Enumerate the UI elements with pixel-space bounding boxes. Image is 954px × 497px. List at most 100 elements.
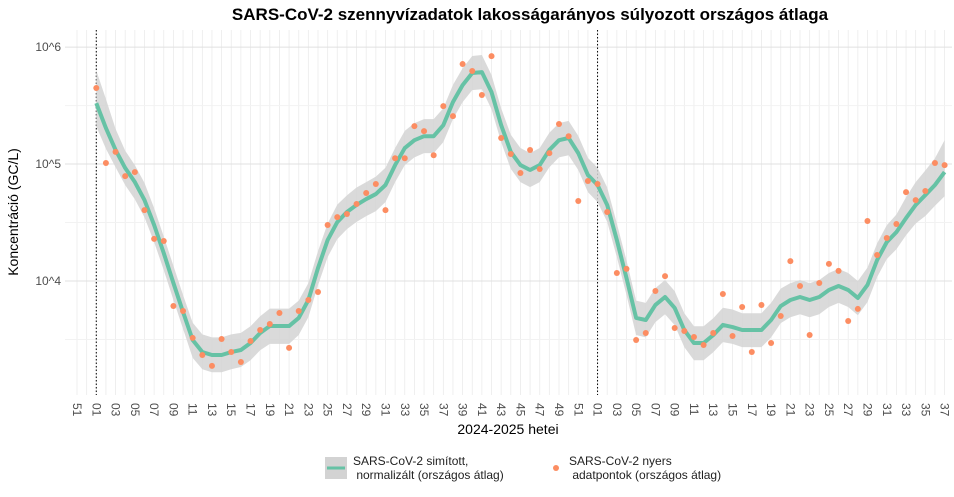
x-axis-title: 2024-2025 hetei [457, 421, 558, 437]
data-point [787, 258, 794, 265]
x-tick-label: 41 [475, 403, 489, 417]
data-point [498, 134, 505, 141]
data-point [527, 146, 534, 153]
x-tick-label: 31 [378, 403, 392, 417]
data-point [430, 152, 437, 159]
data-point [729, 332, 736, 339]
data-point [247, 337, 254, 344]
data-point [768, 340, 775, 347]
data-point [507, 150, 514, 157]
x-tick-label: 15 [224, 403, 238, 417]
data-point [797, 283, 803, 290]
x-tick-label: 37 [436, 403, 450, 417]
x-tick-label: 29 [359, 403, 373, 417]
data-point [440, 103, 447, 110]
data-point [218, 336, 225, 343]
data-point [315, 289, 321, 296]
data-point [189, 334, 196, 341]
legend-item: SARS-CoV-2 nyers adatpontok (országos át… [545, 454, 721, 482]
x-tick-label: 07 [648, 403, 662, 417]
x-tick-label: 23 [803, 403, 817, 417]
x-tick-label: 09 [668, 403, 682, 417]
data-point [893, 221, 900, 228]
chart: SARS-CoV-2 szennyvízadatok lakosságarány… [5, 5, 952, 437]
confidence-band [96, 55, 945, 373]
x-tick-label: 25 [822, 403, 836, 417]
legend-key [553, 465, 559, 471]
data-point [353, 201, 360, 208]
data-point [652, 287, 659, 294]
x-tick-label: 03 [610, 403, 624, 417]
data-point [141, 207, 148, 214]
x-tick-label: 51 [70, 403, 84, 417]
data-point [228, 349, 235, 356]
data-point [922, 188, 929, 195]
data-point [93, 84, 100, 91]
data-point [748, 349, 755, 356]
x-tick-label: 13 [706, 403, 720, 417]
x-tick-label: 39 [456, 403, 470, 417]
x-tick-label: 07 [147, 403, 161, 417]
data-point [536, 166, 543, 173]
x-tick-label: 17 [745, 403, 759, 417]
y-tick-label: 10^5 [35, 157, 61, 171]
data-point [710, 330, 717, 337]
data-point [324, 222, 331, 229]
x-tick-label: 21 [282, 403, 296, 417]
x-tick-label: 01 [591, 403, 605, 417]
data-point [160, 237, 167, 244]
x-tick-label: 33 [899, 403, 913, 417]
data-point [845, 318, 852, 325]
plot-background [65, 30, 952, 395]
legend-point [553, 465, 559, 471]
data-point [883, 235, 890, 242]
data-point [903, 189, 910, 196]
data-point [633, 337, 640, 344]
data-point [719, 291, 726, 298]
y-axis-title: Koncentráció (GC/L) [5, 148, 21, 276]
data-point [517, 170, 524, 177]
data-point [401, 155, 408, 162]
data-point [662, 273, 669, 280]
x-tick-label: 05 [128, 403, 142, 417]
data-point [286, 344, 293, 351]
data-point [421, 128, 428, 135]
data-point [469, 68, 476, 75]
x-tick-label: 09 [166, 403, 180, 417]
data-point [102, 160, 109, 167]
x-tick-label: 25 [321, 403, 335, 417]
data-point [180, 308, 187, 315]
y-tick-label: 10^6 [35, 40, 61, 54]
x-tick-label: 35 [417, 403, 431, 417]
data-point [459, 61, 466, 68]
data-point [874, 251, 881, 258]
x-tick-label: 03 [109, 403, 123, 417]
legend-key [325, 457, 347, 479]
data-point [594, 181, 601, 188]
legend-item: SARS-CoV-2 simított, normalizált (ország… [325, 454, 504, 482]
x-tick-label: 15 [726, 403, 740, 417]
data-point [208, 362, 215, 369]
x-tick-label: 29 [860, 403, 874, 417]
x-tick-label: 11 [687, 403, 701, 416]
data-point [642, 330, 649, 337]
x-tick-label: 47 [533, 403, 547, 417]
x-tick-label: 19 [764, 403, 778, 417]
data-point [112, 148, 119, 155]
data-point [864, 217, 871, 224]
data-point [411, 123, 418, 130]
data-point [266, 320, 273, 327]
x-tick-label: 33 [398, 403, 412, 417]
x-tick-label: 23 [301, 403, 315, 417]
data-point [372, 181, 379, 188]
data-point [835, 267, 842, 274]
data-point [131, 169, 138, 176]
data-point [825, 260, 832, 267]
data-point [604, 209, 611, 216]
data-point [565, 133, 572, 140]
smoothed-line [94, 70, 947, 357]
x-tick-label: 17 [244, 403, 258, 417]
x-tick-label: 45 [513, 403, 527, 417]
x-tick-label: 51 [571, 403, 585, 417]
